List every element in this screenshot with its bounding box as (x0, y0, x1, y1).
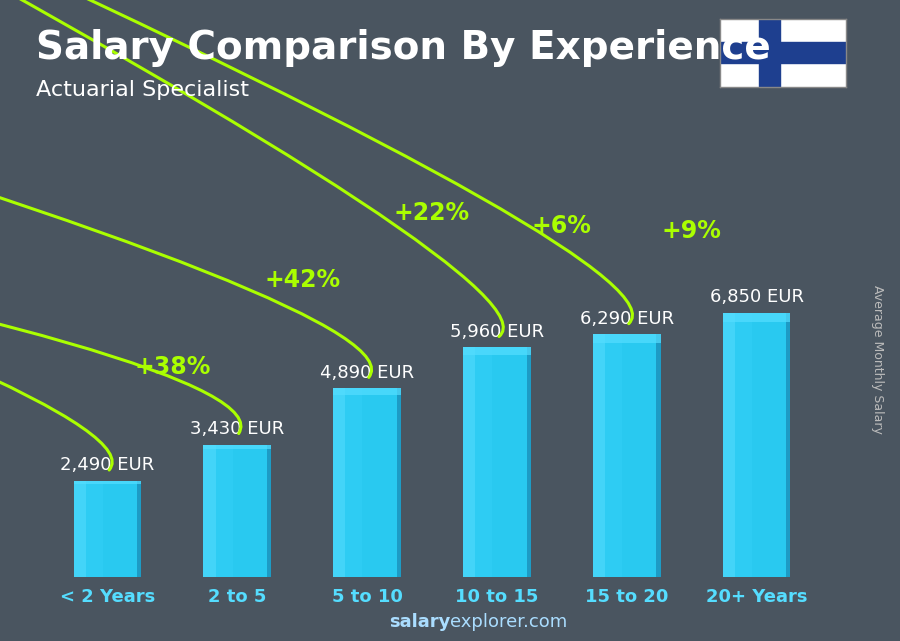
Bar (759, 19, 779, 87)
FancyBboxPatch shape (593, 335, 661, 577)
Text: +22%: +22% (394, 201, 470, 225)
Text: Salary Comparison By Experience: Salary Comparison By Experience (36, 29, 770, 67)
Bar (464, 347, 531, 355)
Bar (74, 481, 86, 577)
Bar (720, 42, 846, 63)
Text: 4,890 EUR: 4,890 EUR (320, 364, 414, 382)
Bar (656, 335, 661, 577)
Bar (216, 445, 232, 577)
Text: Average Monthly Salary: Average Monthly Salary (871, 285, 884, 433)
Bar (86, 481, 103, 577)
Text: +6%: +6% (532, 215, 592, 238)
Bar (787, 313, 790, 577)
FancyBboxPatch shape (74, 481, 141, 577)
Bar (593, 335, 661, 343)
Bar (526, 347, 531, 577)
Text: Actuarial Specialist: Actuarial Specialist (36, 80, 249, 100)
Bar (723, 313, 790, 322)
Bar (605, 335, 622, 577)
Bar (333, 388, 400, 395)
FancyBboxPatch shape (464, 347, 531, 577)
FancyBboxPatch shape (203, 445, 271, 577)
Text: 6,850 EUR: 6,850 EUR (709, 288, 804, 306)
Bar (464, 347, 475, 577)
Bar (735, 313, 752, 577)
Text: salary: salary (389, 613, 450, 631)
Bar (137, 481, 141, 577)
Text: 6,290 EUR: 6,290 EUR (580, 310, 674, 328)
Text: +38%: +38% (134, 355, 211, 379)
Text: 2,490 EUR: 2,490 EUR (60, 456, 155, 474)
Bar (593, 335, 605, 577)
Bar (723, 313, 735, 577)
FancyBboxPatch shape (723, 313, 790, 577)
Bar (397, 388, 400, 577)
Text: +42%: +42% (264, 269, 340, 292)
Bar (203, 445, 271, 449)
Text: explorer.com: explorer.com (450, 613, 567, 631)
Bar (475, 347, 492, 577)
Text: 3,430 EUR: 3,430 EUR (190, 420, 284, 438)
Bar (267, 445, 271, 577)
FancyBboxPatch shape (333, 388, 400, 577)
Text: +9%: +9% (662, 219, 722, 243)
Bar (74, 481, 141, 484)
Bar (333, 388, 346, 577)
Bar (203, 445, 216, 577)
Bar (346, 388, 363, 577)
Text: 5,960 EUR: 5,960 EUR (450, 322, 544, 340)
